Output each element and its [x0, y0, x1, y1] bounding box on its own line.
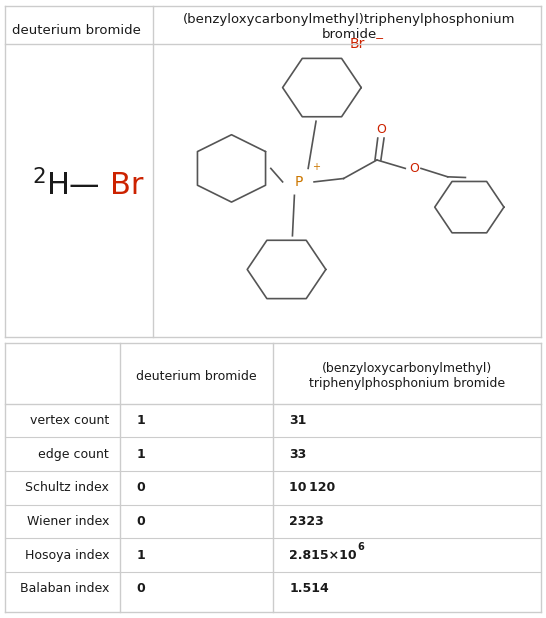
Text: 1.514: 1.514 [289, 582, 329, 595]
Text: 33: 33 [289, 447, 307, 460]
Text: —: — [69, 171, 99, 200]
Text: Hosoya index: Hosoya index [25, 549, 109, 562]
Text: 2.815×10: 2.815×10 [289, 549, 357, 562]
Text: (benzyloxycarbonylmethyl)triphenylphosphonium
bromide: (benzyloxycarbonylmethyl)triphenylphosph… [183, 14, 515, 41]
Text: deuterium bromide: deuterium bromide [12, 23, 141, 36]
Text: 31: 31 [289, 414, 307, 427]
Text: 0: 0 [136, 582, 145, 595]
Text: Wiener index: Wiener index [27, 515, 109, 528]
Text: 10 120: 10 120 [289, 481, 336, 494]
Text: Balaban index: Balaban index [20, 582, 109, 595]
Text: Br: Br [349, 37, 365, 51]
Text: Schultz index: Schultz index [25, 481, 109, 494]
Text: 1: 1 [136, 447, 145, 460]
Text: 6: 6 [358, 542, 364, 552]
Text: 1: 1 [136, 414, 145, 427]
Text: $^{2}$H: $^{2}$H [32, 169, 69, 201]
Text: 0: 0 [136, 481, 145, 494]
Text: edge count: edge count [38, 447, 109, 460]
Text: vertex count: vertex count [30, 414, 109, 427]
Text: P: P [294, 175, 302, 189]
Text: deuterium bromide: deuterium bromide [136, 370, 257, 383]
Text: 0: 0 [136, 515, 145, 528]
Text: (benzyloxycarbonylmethyl)
triphenylphosphonium bromide: (benzyloxycarbonylmethyl) triphenylphosp… [308, 362, 505, 391]
Text: 1: 1 [136, 549, 145, 562]
Text: Br: Br [110, 171, 144, 200]
Text: O: O [376, 123, 386, 136]
Text: −: − [375, 33, 384, 44]
Text: O: O [410, 162, 419, 175]
Text: +: + [312, 162, 320, 172]
Text: 2323: 2323 [289, 515, 324, 528]
